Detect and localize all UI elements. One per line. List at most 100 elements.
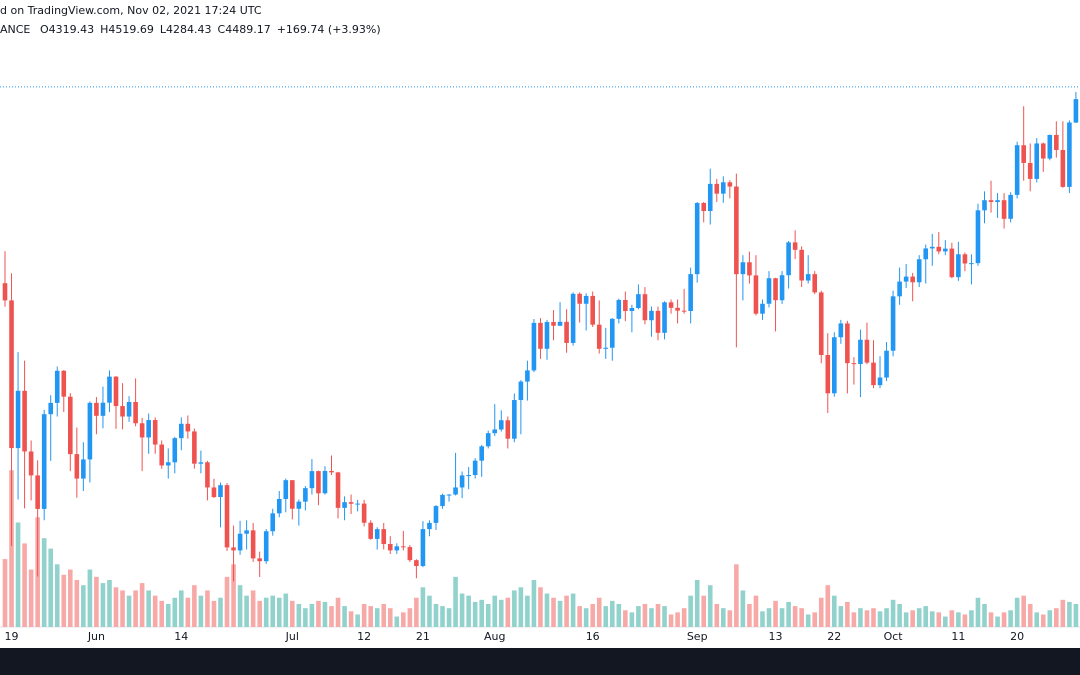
volume-bar bbox=[956, 612, 961, 627]
candle-body bbox=[250, 530, 256, 559]
candle-body bbox=[623, 300, 628, 312]
volume-bar bbox=[224, 576, 230, 627]
volume-bar bbox=[910, 610, 915, 627]
volume-bar bbox=[387, 608, 393, 627]
candle-body bbox=[152, 420, 158, 445]
candle-body bbox=[316, 471, 321, 494]
candle-body bbox=[590, 295, 595, 325]
legend-value: H4519.69 bbox=[100, 23, 154, 36]
candle-body bbox=[74, 454, 80, 479]
volume-bar bbox=[688, 595, 693, 627]
volume-bar bbox=[786, 601, 791, 627]
candle-body bbox=[9, 300, 14, 449]
volume-bar bbox=[845, 601, 850, 627]
legend-value: C4489.17 bbox=[218, 23, 271, 36]
volume-bar bbox=[139, 583, 145, 627]
candle-body bbox=[440, 494, 445, 507]
volume-bar bbox=[1040, 614, 1046, 627]
volume-bar bbox=[453, 576, 458, 627]
volume-bar bbox=[485, 604, 491, 627]
candle-body bbox=[929, 246, 935, 249]
candle-body bbox=[688, 274, 693, 312]
volume-bar bbox=[792, 606, 798, 627]
candle-body bbox=[479, 446, 484, 461]
candle-body bbox=[446, 494, 452, 496]
candle-body bbox=[472, 460, 478, 476]
volume-bar bbox=[1021, 595, 1026, 627]
volume-bar bbox=[192, 585, 197, 627]
candle-body bbox=[982, 200, 987, 211]
volume-bar bbox=[348, 611, 354, 627]
volume-bar bbox=[263, 597, 269, 627]
candle-body bbox=[1067, 122, 1072, 187]
volume-bar bbox=[250, 590, 256, 627]
volume-bar bbox=[329, 606, 334, 627]
x-tick-label: Sep bbox=[687, 630, 708, 643]
candle-body bbox=[577, 293, 582, 304]
volume-bar bbox=[401, 612, 406, 627]
volume-bar bbox=[890, 599, 896, 627]
volume-bar bbox=[642, 604, 648, 627]
volume-bar bbox=[87, 569, 93, 627]
symbol: ANCE bbox=[0, 23, 30, 36]
candle-body bbox=[884, 350, 889, 378]
volume-bar bbox=[309, 604, 315, 627]
volume-bar bbox=[577, 606, 582, 627]
candle-body bbox=[420, 529, 426, 567]
volume-bar bbox=[962, 614, 968, 627]
volume-bar bbox=[244, 595, 249, 627]
candle-body bbox=[35, 475, 40, 509]
x-tick-label: 21 bbox=[416, 630, 430, 643]
volume-bar bbox=[205, 590, 210, 627]
candle-body bbox=[185, 423, 191, 432]
candle-body bbox=[342, 502, 347, 508]
candle-body bbox=[237, 533, 243, 551]
volume-bar bbox=[662, 606, 667, 627]
candle-body bbox=[1047, 134, 1053, 159]
candle-body bbox=[943, 248, 948, 252]
candle-body bbox=[629, 308, 635, 312]
volume-bar bbox=[538, 587, 543, 627]
candle-body bbox=[538, 322, 543, 349]
candle-body bbox=[1008, 194, 1013, 219]
candle-body bbox=[329, 470, 334, 473]
volume-bar bbox=[531, 579, 537, 627]
candle-body bbox=[1040, 143, 1046, 159]
candle-body bbox=[309, 471, 315, 489]
volume-bar bbox=[818, 597, 824, 627]
volume-bar bbox=[100, 583, 106, 627]
volume-bar bbox=[28, 569, 34, 627]
candle-body bbox=[100, 402, 106, 416]
candle-body bbox=[760, 303, 765, 314]
candle-body bbox=[87, 402, 93, 460]
volume-bar bbox=[198, 595, 204, 627]
volume-bar bbox=[884, 608, 889, 627]
candle-body bbox=[779, 275, 785, 301]
volume-bar bbox=[518, 587, 524, 627]
volume-bar bbox=[466, 595, 471, 627]
volume-bar bbox=[936, 612, 942, 627]
volume-bar bbox=[596, 597, 602, 627]
candle-body bbox=[636, 294, 641, 309]
volume-bar bbox=[799, 608, 804, 627]
volume-bar bbox=[858, 608, 863, 627]
volume-bar bbox=[355, 614, 360, 627]
candle-body bbox=[864, 339, 870, 363]
candle-body bbox=[962, 254, 968, 264]
volume-bar bbox=[825, 585, 831, 627]
volume-bar bbox=[179, 590, 184, 627]
volume-bar bbox=[609, 600, 615, 627]
candle-body bbox=[231, 547, 236, 551]
candle-body bbox=[146, 420, 151, 438]
candle-body bbox=[22, 390, 27, 452]
candle-body bbox=[675, 307, 680, 311]
candle-body bbox=[387, 544, 393, 551]
candle-body bbox=[969, 263, 974, 265]
candle-body bbox=[544, 322, 550, 349]
legend-value: L4284.43 bbox=[160, 23, 212, 36]
volume-bar bbox=[681, 608, 687, 627]
candle-body bbox=[727, 182, 733, 187]
volume-bar bbox=[498, 599, 504, 627]
volume-bar bbox=[159, 600, 165, 627]
volume-bar bbox=[551, 597, 556, 627]
